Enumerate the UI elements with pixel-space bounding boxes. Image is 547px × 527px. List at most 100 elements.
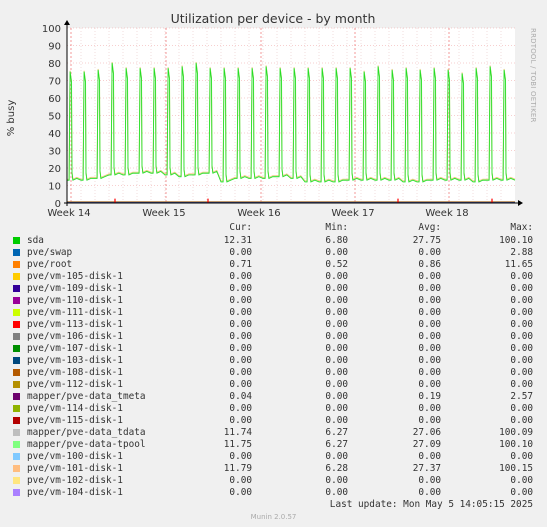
legend-value-max: 0.00 (510, 475, 533, 486)
legend-value-avg: 0.00 (418, 319, 441, 330)
legend-swatch (13, 489, 20, 496)
legend-value-cur: 0.00 (229, 355, 252, 366)
legend-row: pve/vm-104-disk-1 0.00 0.00 0.00 0.00 (0, 487, 547, 499)
legend-value-avg: 27.75 (412, 235, 441, 246)
legend-value-avg: 0.00 (418, 403, 441, 414)
legend-value-min: 6.27 (325, 427, 348, 438)
legend-value-min: 0.00 (325, 355, 348, 366)
legend-row: pve/vm-112-disk-1 0.00 0.00 0.00 0.00 (0, 379, 547, 391)
legend-series-name: mapper/pve-data-tpool (27, 439, 146, 450)
legend-swatch (13, 429, 20, 436)
legend-series-name: pve/vm-102-disk-1 (27, 475, 123, 486)
legend-row: pve/vm-113-disk-1 0.00 0.00 0.00 0.00 (0, 319, 547, 331)
legend-value-min: 0.00 (325, 271, 348, 282)
y-axis-arrow (64, 20, 70, 25)
legend-row: pve/vm-101-disk-1 11.79 6.28 27.37 100.15 (0, 463, 547, 475)
legend-value-min: 0.00 (325, 247, 348, 258)
legend-value-cur: 11.74 (223, 427, 252, 438)
legend-value-avg: 0.00 (418, 379, 441, 390)
legend-swatch (13, 333, 20, 340)
legend-value-cur: 0.00 (229, 295, 252, 306)
legend-swatch (13, 477, 20, 484)
legend-row: mapper/pve-data_tmeta 0.04 0.00 0.19 2.57 (0, 391, 547, 403)
y-tick-label: 80 (48, 59, 61, 70)
legend-row: sda 12.31 6.80 27.75 100.10 (0, 235, 547, 247)
legend-value-min: 0.52 (325, 259, 348, 270)
x-tick-label: Week 17 (331, 208, 374, 219)
legend-value-max: 0.00 (510, 367, 533, 378)
legend-series-name: pve/vm-113-disk-1 (27, 319, 123, 330)
legend-value-cur: 0.00 (229, 283, 252, 294)
legend-series-name: pve/vm-110-disk-1 (27, 295, 123, 306)
legend-row: pve/vm-103-disk-1 0.00 0.00 0.00 0.00 (0, 355, 547, 367)
legend-value-min: 0.00 (325, 343, 348, 354)
legend-series-name: pve/vm-114-disk-1 (27, 403, 123, 414)
chart-svg: Utilization per device - by month % busy 0… (6, 11, 523, 219)
legend-series-name: pve/vm-109-disk-1 (27, 283, 123, 294)
legend-swatch (13, 237, 20, 244)
legend-row: pve/vm-107-disk-1 0.00 0.00 0.00 0.00 (0, 343, 547, 355)
legend-value-cur: 0.00 (229, 451, 252, 462)
legend-value-min: 6.80 (325, 235, 348, 246)
legend-series-name: pve/vm-103-disk-1 (27, 355, 123, 366)
legend-value-cur: 0.00 (229, 271, 252, 282)
legend-header-max: Max: (510, 222, 533, 233)
legend-value-avg: 0.00 (418, 475, 441, 486)
legend-value-avg: 0.00 (418, 415, 441, 426)
munin-version: Munin 2.0.57 (250, 513, 297, 521)
legend-value-avg: 0.00 (418, 283, 441, 294)
legend-series-name: mapper/pve-data_tdata (27, 427, 146, 438)
legend-value-max: 11.65 (504, 259, 533, 270)
legend-series-name: pve/vm-101-disk-1 (27, 463, 123, 474)
legend-row: pve/vm-106-disk-1 0.00 0.00 0.00 0.00 (0, 331, 547, 343)
legend-value-cur: 12.31 (223, 235, 252, 246)
legend-row: pve/vm-115-disk-1 0.00 0.00 0.00 0.00 (0, 415, 547, 427)
legend-value-cur: 0.00 (229, 475, 252, 486)
legend-value-max: 0.00 (510, 295, 533, 306)
legend-value-cur: 0.00 (229, 415, 252, 426)
legend-value-max: 0.00 (510, 403, 533, 414)
y-tick-label: 40 (48, 129, 61, 140)
legend-series-name: pve/vm-111-disk-1 (27, 307, 123, 318)
y-tick-label: 70 (48, 77, 61, 88)
legend-value-max: 0.00 (510, 307, 533, 318)
legend-swatch (13, 393, 20, 400)
legend-swatch (13, 357, 20, 364)
legend-value-max: 100.15 (499, 463, 533, 474)
legend-swatch (13, 321, 20, 328)
legend-value-max: 0.00 (510, 379, 533, 390)
x-tick-label: Week 18 (425, 208, 468, 219)
legend-value-min: 0.00 (325, 319, 348, 330)
legend-value-cur: 0.00 (229, 403, 252, 414)
legend-row: mapper/pve-data_tdata 11.74 6.27 27.06 100.0… (0, 427, 547, 439)
legend-value-max: 0.00 (510, 451, 533, 462)
legend-value-cur: 0.00 (229, 379, 252, 390)
legend-row: pve/root 0.71 0.52 0.86 11.65 (0, 259, 547, 271)
legend-value-cur: 0.71 (229, 259, 252, 270)
legend-value-cur: 0.00 (229, 367, 252, 378)
legend-swatch (13, 453, 20, 460)
legend-value-max: 0.00 (510, 343, 533, 354)
legend-swatch (13, 441, 20, 448)
legend-row: pve/vm-110-disk-1 0.00 0.00 0.00 0.00 (0, 295, 547, 307)
legend-swatch (13, 285, 20, 292)
legend-row: pve/swap 0.00 0.00 0.00 2.88 (0, 247, 547, 259)
legend-value-avg: 0.00 (418, 367, 441, 378)
legend-value-min: 6.28 (325, 463, 348, 474)
legend-value-avg: 0.00 (418, 343, 441, 354)
legend-value-avg: 27.09 (412, 439, 441, 450)
legend-value-max: 0.00 (510, 415, 533, 426)
y-tick-label: 90 (48, 42, 61, 53)
x-tick-label: Week 16 (237, 208, 280, 219)
legend-value-min: 0.00 (325, 295, 348, 306)
legend-header-cur: Cur: (229, 222, 252, 233)
y-tick-label: 100 (42, 24, 61, 35)
legend-value-min: 6.27 (325, 439, 348, 450)
legend-swatch (13, 465, 20, 472)
y-tick-label: 20 (48, 164, 61, 175)
legend-value-min: 0.00 (325, 379, 348, 390)
legend-value-max: 0.00 (510, 319, 533, 330)
legend-swatch (13, 309, 20, 316)
legend-series-name: pve/vm-105-disk-1 (27, 271, 123, 282)
legend-value-avg: 0.00 (418, 331, 441, 342)
